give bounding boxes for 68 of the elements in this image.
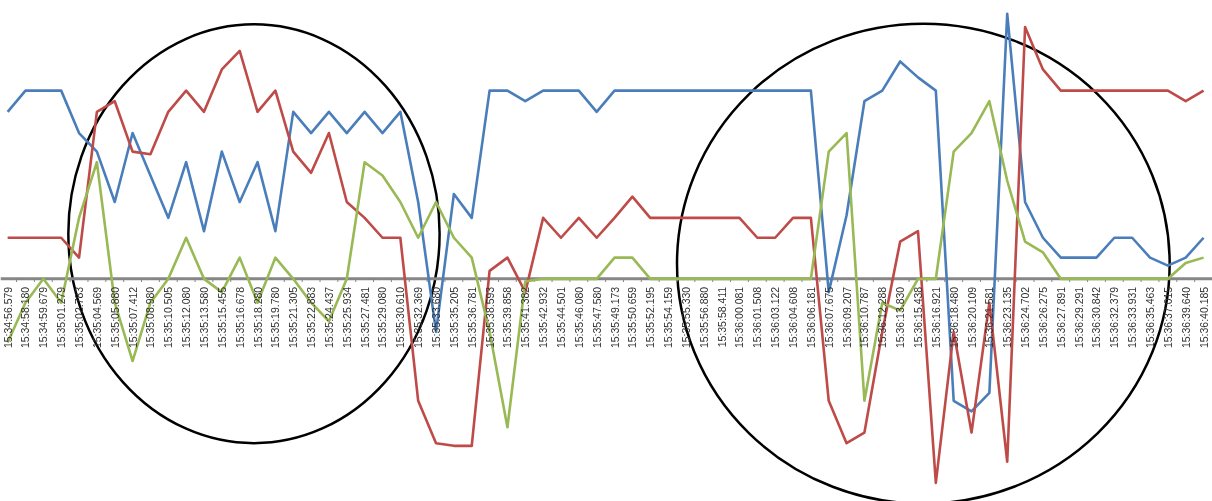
x-tick-label: 15:35:02.783 [73, 286, 86, 349]
x-tick-label: 15:36:37.015 [1161, 286, 1174, 349]
x-tick-label: 15:35:27.481 [358, 286, 371, 349]
x-tick-label: 15:36:27.891 [1054, 286, 1067, 349]
x-tick-label: 15:35:10.505 [162, 286, 175, 349]
x-tick-label: 15:35:47.580 [590, 286, 603, 349]
x-tick-label: 15:35:35.205 [447, 286, 460, 349]
x-tick-label: 15:36:23.135 [1001, 286, 1014, 349]
x-tick-label: 15:36:40.185 [1197, 286, 1210, 349]
x-tick-label: 15:35:19.780 [269, 286, 282, 349]
x-tick-label: 15:35:15.455 [215, 286, 228, 349]
x-tick-label: 15:35:13.580 [197, 286, 210, 349]
x-tick-label: 15:35:55.330 [679, 286, 692, 349]
x-tick-label: 15:36:13.830 [894, 286, 907, 349]
x-tick-label: 15:35:38.593 [483, 286, 496, 349]
x-tick-label: 15:35:54.159 [662, 286, 675, 349]
x-tick-label: 15:35:05.880 [108, 286, 121, 349]
x-tick-label: 15:36:26.275 [1036, 286, 1049, 349]
x-tick-label: 15:36:33.931 [1126, 286, 1139, 349]
x-tick-label: 15:35:30.610 [394, 286, 407, 349]
x-tick-label: 15:36:24.702 [1019, 286, 1032, 349]
x-tick-label: 15:35:52.195 [644, 286, 657, 349]
x-tick-label: 15:36:15.438 [911, 286, 924, 349]
x-tick-label: 15:34:56.579 [1, 286, 14, 349]
x-tick-label: 15:36:09.207 [840, 286, 853, 349]
x-tick-label: 15:35:29.080 [376, 286, 389, 349]
x-tick-label: 15:36:39.640 [1179, 286, 1192, 349]
x-tick-label: 15:36:35.463 [1144, 286, 1157, 349]
x-tick-label: 15:36:20.109 [965, 286, 978, 349]
x-tick-label: 15:35:16.678 [233, 286, 246, 349]
x-tick-label: 15:34:59.679 [37, 286, 50, 349]
x-tick-label: 15:35:18.280 [251, 286, 264, 349]
x-tick-label: 15:36:10.787 [858, 286, 871, 349]
x-tick-label: 15:36:29.291 [1072, 286, 1085, 349]
x-tick-label: 15:35:24.437 [322, 286, 335, 349]
x-tick-label: 15:35:56.880 [697, 286, 710, 349]
x-tick-label: 15:36:16.921 [929, 286, 942, 349]
x-tick-label: 15:36:18.480 [947, 286, 960, 349]
x-tick-label: 15:36:32.379 [1108, 286, 1121, 349]
x-tick-label: 15:35:44.501 [554, 286, 567, 349]
x-tick-label: 15:35:22.883 [305, 286, 318, 349]
x-tick-label: 15:35:41.382 [519, 286, 532, 349]
x-tick-label: 15:36:03.122 [769, 286, 782, 349]
x-tick-label: 15:36:30.842 [1090, 286, 1103, 349]
x-tick-label: 15:35:42.932 [537, 286, 550, 349]
x-tick-label: 15:35:25.934 [340, 286, 353, 349]
x-tick-label: 15:35:12.080 [180, 286, 193, 349]
x-tick-label: 15:35:58.411 [715, 286, 728, 348]
x-tick-label: 15:35:01.279 [55, 286, 68, 349]
x-tick-label: 15:34:58.180 [19, 286, 32, 349]
x-tick-label: 15:36:00.081 [733, 286, 746, 349]
x-tick-label: 15:36:07.675 [822, 286, 835, 349]
x-tick-label: 15:36:06.181 [804, 286, 817, 349]
x-tick-label: 15:35:33.680 [430, 286, 443, 349]
x-tick-label: 15:36:01.508 [751, 286, 764, 349]
x-tick-label: 15:35:08.980 [144, 286, 157, 349]
x-tick-label: 15:36:21.581 [983, 286, 996, 349]
x-tick-label: 15:35:46.080 [572, 286, 585, 349]
x-tick-label: 15:35:04.569 [90, 286, 103, 349]
x-tick-label: 15:36:04.608 [787, 286, 800, 349]
x-tick-label: 15:35:21.305 [287, 286, 300, 349]
x-tick-label: 15:35:36.781 [465, 286, 478, 349]
x-tick-label: 15:36:12.288 [876, 286, 889, 349]
x-tick-label: 15:35:07.412 [126, 286, 139, 349]
x-tick-label: 15:35:39.858 [501, 286, 514, 349]
x-tick-label: 15:35:50.659 [626, 286, 639, 349]
x-tick-label: 15:35:32.369 [412, 286, 425, 349]
x-tick-label: 15:35:49.173 [608, 286, 621, 349]
